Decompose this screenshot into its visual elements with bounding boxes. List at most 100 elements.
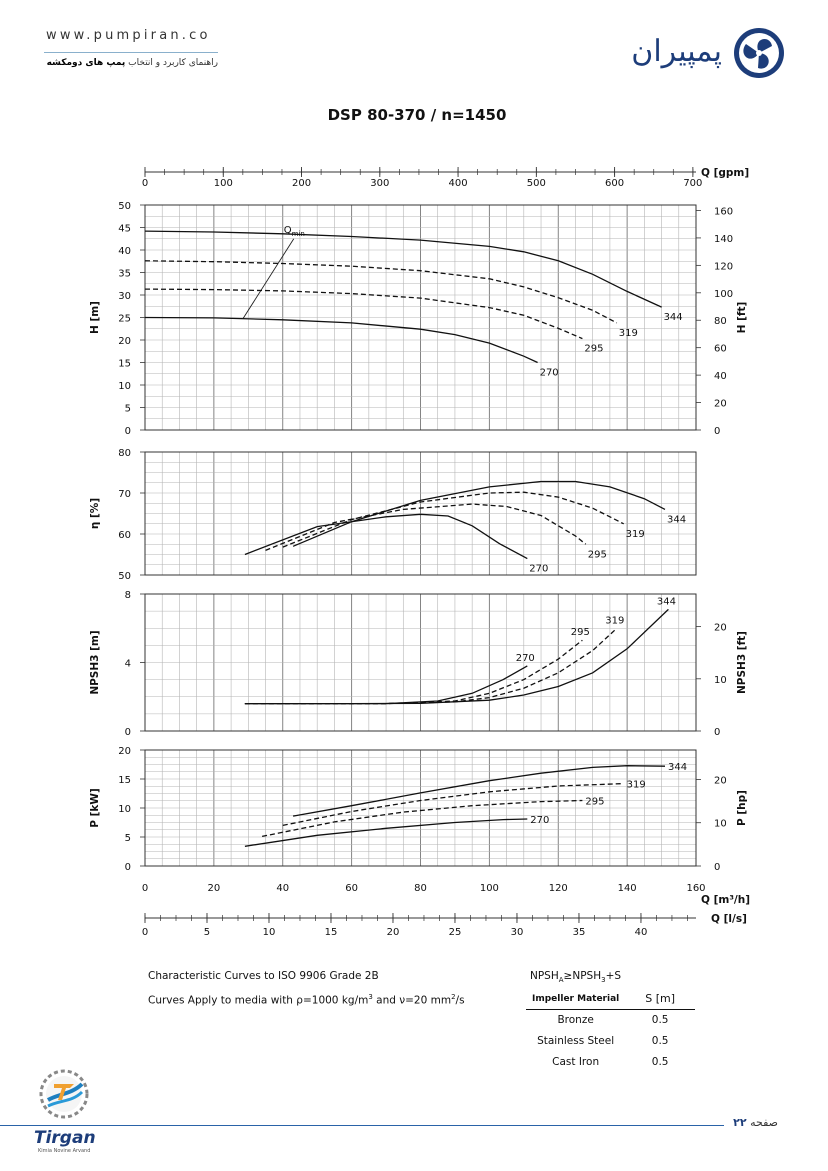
lps-axis-tick-label: 20: [387, 927, 400, 938]
head-ytick-label: 0: [125, 426, 131, 437]
power-curve-label-319: 319: [627, 780, 646, 791]
head-ytick-label: 50: [118, 201, 131, 212]
head-ytick-label: 10: [118, 381, 131, 392]
qmin-label: Qmin: [284, 225, 305, 238]
efficiency-ytick-label: 60: [118, 530, 131, 541]
npsh-curve-295: [244, 639, 583, 705]
efficiency-curve-344: [292, 480, 666, 547]
head-ytick-label: 45: [118, 224, 131, 235]
head-curve-295: [144, 288, 583, 340]
head-y2tick-label: 0: [714, 426, 720, 437]
head-curve-label-295: 295: [584, 344, 603, 355]
npsh-ylabel: NPSH3 [m]: [89, 630, 101, 694]
head-y2tick-label: 100: [714, 289, 733, 300]
head-y2tick-label: 80: [714, 316, 727, 327]
head-ytick-label: 25: [118, 314, 131, 325]
impeller-table: Impeller Material S [m] Bronze 0.5 Stain…: [526, 990, 696, 1073]
table-cell: Bronze: [557, 1014, 594, 1026]
power-curve-319: [282, 782, 624, 827]
power-curve-270: [244, 818, 528, 847]
tagline-plain: راهنمای کاربرد و انتخاب: [125, 58, 218, 68]
power-ytick-label: 5: [125, 833, 131, 844]
table-row: Stainless Steel 0.5: [526, 1031, 695, 1052]
gpm-axis-tick-label: 500: [527, 178, 546, 189]
npsh-y2tick-label: 10: [714, 675, 727, 686]
power-y2tick-label: 0: [714, 862, 720, 873]
efficiency-curve-label-319: 319: [626, 529, 645, 540]
tirgan-logo-text: Tirgan: [34, 1128, 96, 1148]
npsh-ytick-label: 0: [125, 727, 131, 738]
gpm-axis-tick-label: 300: [370, 178, 389, 189]
npsh-y2tick-label: 20: [714, 623, 727, 634]
efficiency-curve-label-270: 270: [529, 564, 548, 575]
npsh-curve-270: [244, 665, 528, 705]
power-curve-label-270: 270: [530, 815, 549, 826]
head-ytick-label: 35: [118, 269, 131, 280]
efficiency-curve-319: [282, 491, 624, 548]
power-ylabel: P [kW]: [89, 788, 101, 828]
npsh-curve-319: [244, 627, 618, 705]
lps-axis-tick-label: 10: [263, 927, 276, 938]
lps-axis-tick-label: 5: [204, 927, 210, 938]
lps-axis: [144, 913, 696, 923]
head-ytick-label: 5: [125, 404, 131, 415]
power-curve-label-344: 344: [668, 762, 687, 773]
lps-axis-tick-label: 40: [635, 927, 648, 938]
x-axis-label: Q [m³/h]: [701, 894, 750, 906]
power-ytick-label: 10: [118, 804, 131, 815]
efficiency-curve-label-295: 295: [588, 549, 607, 560]
table-cell: 0.5: [651, 1056, 669, 1068]
power-ytick-label: 0: [125, 862, 131, 873]
power-curve-295: [261, 799, 583, 838]
panel-frame: [144, 451, 697, 576]
power-ytick-label: 20: [118, 746, 131, 757]
gpm-axis-tick-label: 0: [142, 178, 148, 189]
gpm-axis-tick-label: 200: [292, 178, 311, 189]
head-ylabel: H [m]: [89, 301, 101, 334]
head-y2tick-label: 60: [714, 344, 727, 355]
x-tick-label: 120: [549, 883, 568, 894]
website-url[interactable]: www.pumpiran.co: [46, 28, 211, 43]
lps-axis-tick-label: 35: [573, 927, 586, 938]
table-cell: Stainless Steel: [537, 1035, 615, 1047]
power-panel: [140, 749, 701, 867]
brand-name: پمپیران: [631, 34, 722, 69]
power-ytick-label: 15: [118, 775, 131, 786]
npsh-y2label: NPSH3 [ft]: [736, 631, 748, 694]
tagline-bold: پمپ های دومکشه: [46, 58, 126, 68]
table-cell: 0.5: [651, 1014, 669, 1026]
efficiency-ylabel: η [%]: [89, 498, 101, 529]
gpm-axis-tick-label: 100: [214, 178, 233, 189]
table-row: Bronze 0.5: [526, 1010, 695, 1032]
npsh-curve-label-270: 270: [516, 653, 535, 664]
npsh-curve-label-344: 344: [657, 596, 676, 607]
efficiency-curve-270: [244, 513, 528, 560]
qmin-line: [242, 238, 295, 319]
npsh-ytick-label: 4: [125, 659, 131, 670]
head-y2tick-label: 20: [714, 399, 727, 410]
footer-divider: [0, 1125, 724, 1126]
lps-axis-label: Q [l/s]: [711, 913, 747, 925]
page-number: صفحه ۲۲: [733, 1116, 778, 1129]
head-y2label: H [ft]: [736, 302, 748, 334]
head-y2tick-label: 140: [714, 234, 733, 245]
page-number-value: ۲۲: [733, 1116, 747, 1129]
gpm-axis: [144, 167, 696, 177]
npsh-formula: NPSHA≥NPSH3+S: [530, 970, 622, 985]
gpm-axis-tick-label: 400: [449, 178, 468, 189]
lps-axis-tick-label: 15: [325, 927, 338, 938]
efficiency-ytick-label: 70: [118, 489, 131, 500]
head-ytick-label: 30: [118, 291, 131, 302]
tirgan-logo-icon: [39, 1069, 89, 1119]
lps-axis-tick-label: 0: [142, 927, 148, 938]
power-curve-344: [292, 765, 666, 817]
x-tick-label: 20: [208, 883, 221, 894]
efficiency-curve-label-344: 344: [667, 514, 686, 525]
x-tick-label: 100: [480, 883, 499, 894]
gpm-axis-label: Q [gpm]: [701, 167, 749, 179]
x-tick-label: 140: [618, 883, 637, 894]
head-y2tick-label: 120: [714, 261, 733, 272]
head-curve-270: [144, 316, 538, 364]
pumpiran-logo-icon: [734, 28, 784, 78]
